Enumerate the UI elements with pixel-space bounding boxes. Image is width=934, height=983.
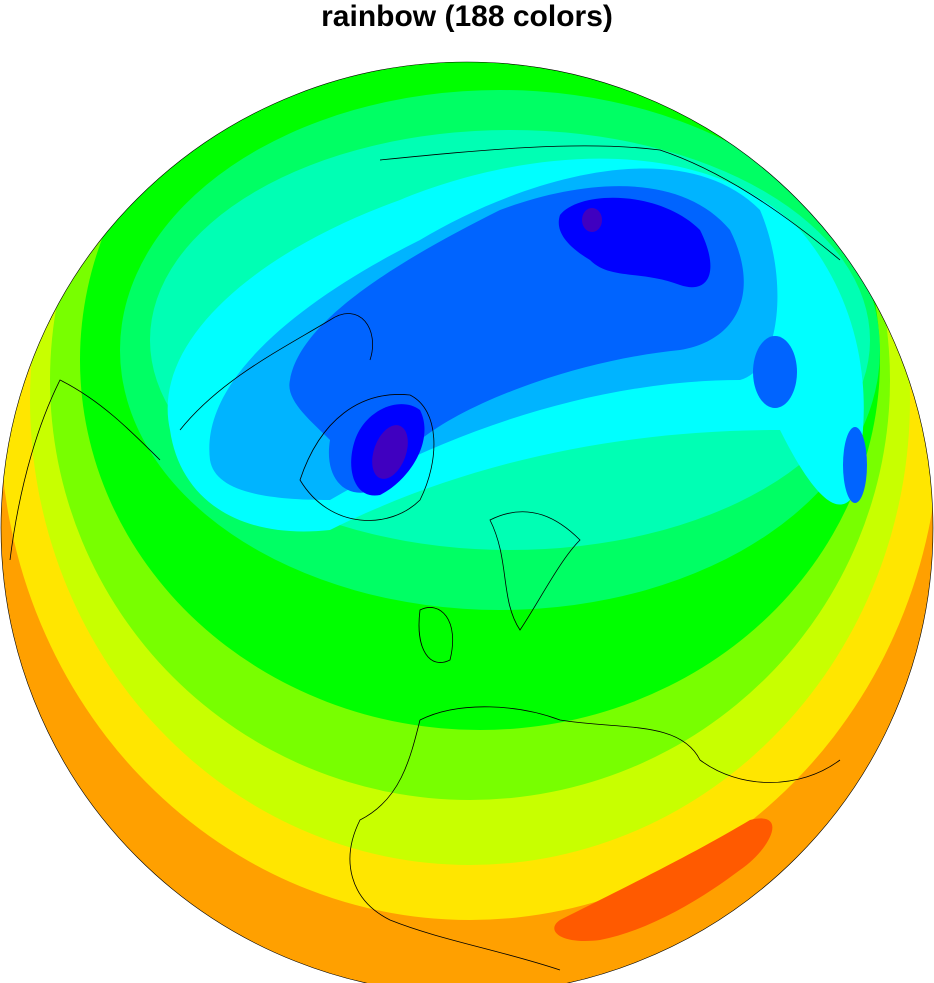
- band-purple-west: [372, 425, 408, 479]
- coastline-greenland: [299, 394, 435, 521]
- globe-outline: [0, 61, 934, 983]
- coastline-mediterranean-africa: [349, 706, 841, 971]
- coastline-north-america: [9, 313, 373, 561]
- coastlines: [9, 145, 841, 971]
- coastline-siberia: [379, 145, 841, 261]
- band-dark-orange: [554, 818, 773, 941]
- band-blue-east: [753, 336, 797, 408]
- band-blue-far-east: [843, 427, 867, 503]
- plot-title: rainbow (188 colors): [321, 0, 613, 33]
- coastline-scandinavia: [489, 511, 581, 631]
- band-purple-north: [582, 208, 602, 232]
- coastline-british-isles: [418, 607, 454, 663]
